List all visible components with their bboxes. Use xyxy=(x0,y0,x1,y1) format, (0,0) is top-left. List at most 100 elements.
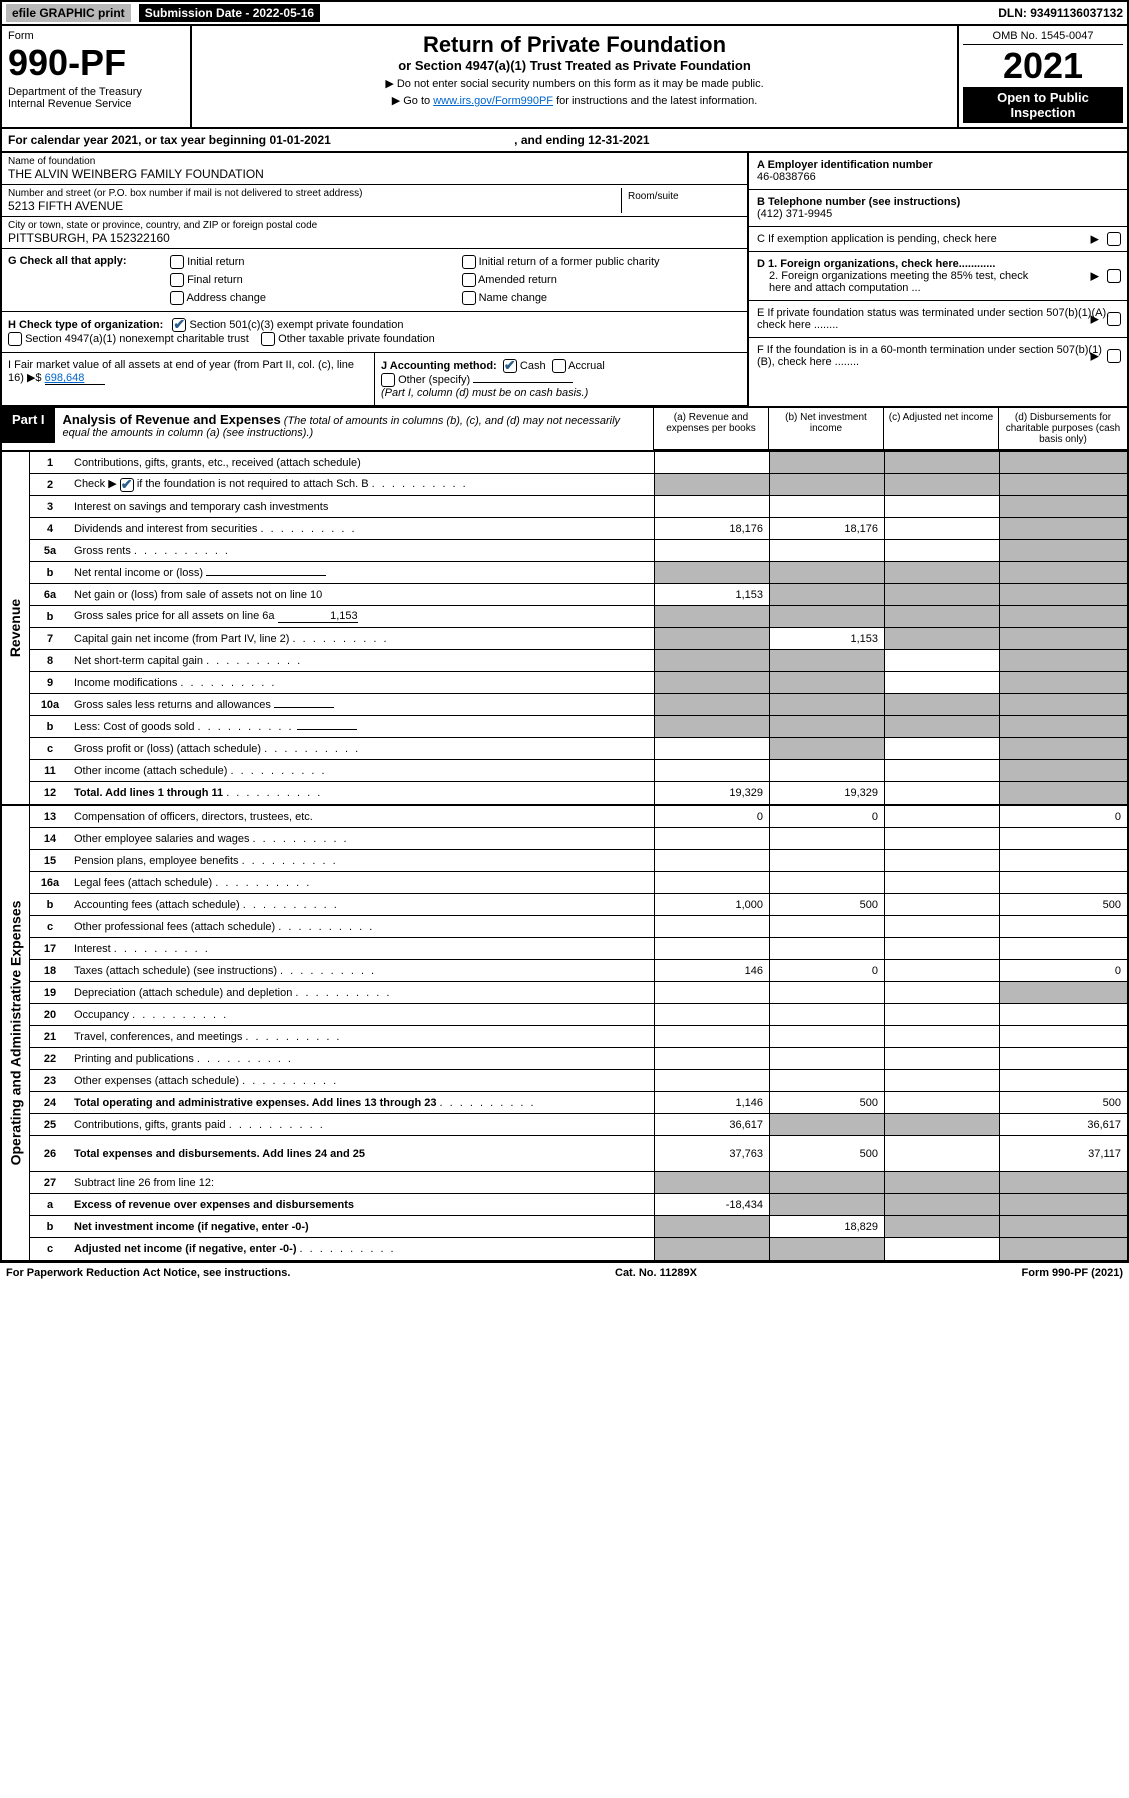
line-6b-b xyxy=(769,606,884,627)
instruction-1: ▶ Do not enter social security numbers o… xyxy=(202,77,947,90)
line-1-num: 1 xyxy=(30,454,70,472)
line-23-desc: Other expenses (attach schedule) xyxy=(70,1072,654,1090)
line-27c-num: c xyxy=(30,1240,70,1258)
line-21-d xyxy=(999,1026,1127,1047)
d1-label: D 1. Foreign organizations, check here..… xyxy=(757,258,995,270)
line-25-desc: Contributions, gifts, grants paid xyxy=(70,1116,654,1134)
line-6a-c xyxy=(884,584,999,605)
footer-form: Form 990-PF (2021) xyxy=(1022,1267,1123,1279)
line-16c-b xyxy=(769,916,884,937)
tax-year: 2021 xyxy=(963,45,1123,87)
line-21-desc: Travel, conferences, and meetings xyxy=(70,1028,654,1046)
fmv-value[interactable]: 698,648 xyxy=(45,372,105,385)
line-6b-desc: Gross sales price for all assets on line… xyxy=(70,607,654,626)
section-h: H Check type of organization: Section 50… xyxy=(2,312,747,353)
line-27c-desc: Adjusted net income (if negative, enter … xyxy=(70,1240,654,1258)
f-label: F If the foundation is in a 60-month ter… xyxy=(757,344,1102,368)
line-10a-num: 10a xyxy=(30,696,70,714)
part1-header: Part I Analysis of Revenue and Expenses … xyxy=(0,408,1129,452)
line-27-num: 27 xyxy=(30,1174,70,1192)
opt-amended-return: Amended return xyxy=(478,274,557,286)
exemption-cell: C If exemption application is pending, c… xyxy=(749,227,1127,252)
line-14-desc: Other employee salaries and wages xyxy=(70,830,654,848)
line-16a-b xyxy=(769,872,884,893)
omb-number: OMB No. 1545-0047 xyxy=(963,30,1123,45)
line-16b-b: 500 xyxy=(769,894,884,915)
line-16b-d: 500 xyxy=(999,894,1127,915)
chk-initial-former[interactable] xyxy=(462,255,476,269)
chk-address-change[interactable] xyxy=(170,291,184,305)
line-22-a xyxy=(654,1048,769,1069)
line-4-d xyxy=(999,518,1127,539)
line-5a-num: 5a xyxy=(30,542,70,560)
line-17-c xyxy=(884,938,999,959)
cal-year-mid: , and ending 12-31-2021 xyxy=(514,133,649,147)
chk-501c3[interactable] xyxy=(172,318,186,332)
form-label: Form xyxy=(8,30,184,42)
ein-label: A Employer identification number xyxy=(757,159,933,171)
exemption-label: C If exemption application is pending, c… xyxy=(757,233,997,245)
line-26-a: 37,763 xyxy=(654,1136,769,1171)
footer-left: For Paperwork Reduction Act Notice, see … xyxy=(6,1267,290,1279)
chk-cash[interactable] xyxy=(503,359,517,373)
form-subtitle: or Section 4947(a)(1) Trust Treated as P… xyxy=(202,58,947,73)
chk-e[interactable] xyxy=(1107,312,1121,326)
opt-initial-former: Initial return of a former public charit… xyxy=(479,256,660,268)
section-ij: I Fair market value of all assets at end… xyxy=(2,353,747,406)
line-20-num: 20 xyxy=(30,1006,70,1024)
chk-exemption[interactable] xyxy=(1107,232,1121,246)
line-13-c xyxy=(884,806,999,827)
line-1-b xyxy=(769,452,884,473)
line-12-a: 19,329 xyxy=(654,782,769,804)
chk-schb[interactable] xyxy=(120,478,134,492)
line-2-desc: Check ▶ if the foundation is not require… xyxy=(70,474,654,494)
opt-initial-return: Initial return xyxy=(187,256,244,268)
line-26-d: 37,117 xyxy=(999,1136,1127,1171)
line-1-c xyxy=(884,452,999,473)
opt-cash: Cash xyxy=(520,360,546,372)
chk-final-return[interactable] xyxy=(170,273,184,287)
form-link[interactable]: www.irs.gov/Form990PF xyxy=(433,95,553,107)
d2-label: 2. Foreign organizations meeting the 85%… xyxy=(769,270,1049,294)
opt-other-taxable: Other taxable private foundation xyxy=(278,333,435,345)
line-11-desc: Other income (attach schedule) xyxy=(70,762,654,780)
line-1-a xyxy=(654,452,769,473)
line-5b-c xyxy=(884,562,999,583)
line-21-b xyxy=(769,1026,884,1047)
line-5b-a xyxy=(654,562,769,583)
line-6b-c xyxy=(884,606,999,627)
chk-4947[interactable] xyxy=(8,332,22,346)
chk-accrual[interactable] xyxy=(552,359,566,373)
chk-other-taxable[interactable] xyxy=(261,332,275,346)
line-21-num: 21 xyxy=(30,1028,70,1046)
line-14-a xyxy=(654,828,769,849)
column-headers: (a) Revenue and expenses per books (b) N… xyxy=(653,408,1127,450)
chk-name-change[interactable] xyxy=(462,291,476,305)
chk-other-method[interactable] xyxy=(381,373,395,387)
line-16a-desc: Legal fees (attach schedule) xyxy=(70,874,654,892)
line-14-b xyxy=(769,828,884,849)
line-5b-num: b xyxy=(30,564,70,582)
department: Department of the Treasury Internal Reve… xyxy=(8,86,184,110)
instr2-post: for instructions and the latest informat… xyxy=(553,95,757,107)
chk-d2[interactable] xyxy=(1107,269,1121,283)
chk-amended-return[interactable] xyxy=(462,273,476,287)
line-27-desc: Subtract line 26 from line 12: xyxy=(70,1174,654,1192)
line-16a-d xyxy=(999,872,1127,893)
line-6a-d xyxy=(999,584,1127,605)
line-1-d xyxy=(999,452,1127,473)
line-6a-desc: Net gain or (loss) from sale of assets n… xyxy=(70,586,654,604)
line-3-desc: Interest on savings and temporary cash i… xyxy=(70,498,654,516)
chk-initial-return[interactable] xyxy=(170,255,184,269)
e-label: E If private foundation status was termi… xyxy=(757,307,1109,331)
line-18-b: 0 xyxy=(769,960,884,981)
line-19-desc: Depreciation (attach schedule) and deple… xyxy=(70,984,654,1002)
line-15-a xyxy=(654,850,769,871)
line-16b-c xyxy=(884,894,999,915)
chk-f[interactable] xyxy=(1107,349,1121,363)
foundation-name: THE ALVIN WEINBERG FAMILY FOUNDATION xyxy=(8,167,741,181)
line-19-c xyxy=(884,982,999,1003)
terminated-cell: E If private foundation status was termi… xyxy=(749,301,1127,338)
line-10b-a xyxy=(654,716,769,737)
section-j-note: (Part I, column (d) must be on cash basi… xyxy=(381,387,588,399)
